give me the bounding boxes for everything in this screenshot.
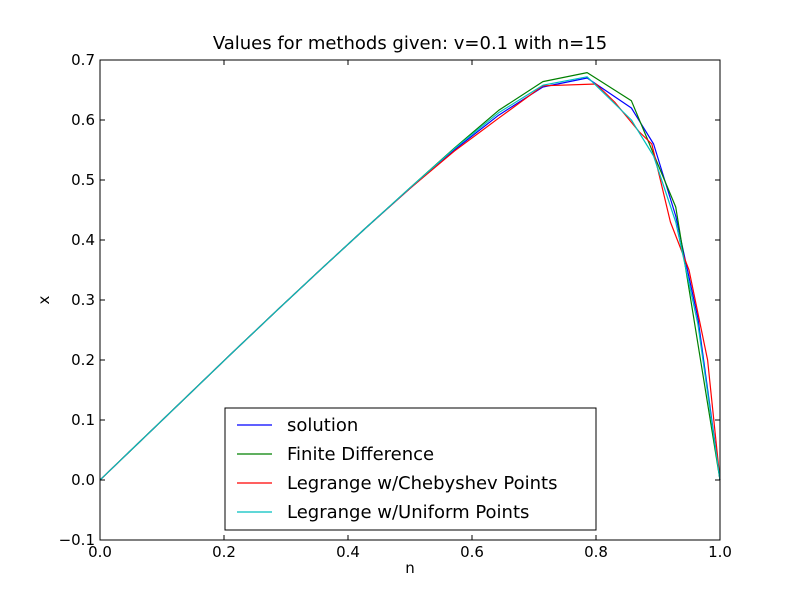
y-tick-label: 0.3 [71, 291, 95, 309]
y-tick-label: 0.5 [71, 171, 95, 189]
y-tick-label: −0.1 [59, 531, 95, 549]
y-tick-label: 0.7 [71, 51, 95, 69]
y-tick-label: 0.0 [71, 471, 95, 489]
x-tick-label: 0.0 [88, 543, 112, 561]
legend-label-1: solution [287, 415, 358, 436]
y-tick-label: 0.2 [71, 351, 95, 369]
legend-label-2: Finite Difference [287, 444, 434, 465]
tick-layer: 0.0 0.2 0.4 0.6 0.8 1.0−0.10.00.10.20.30.40.5… [59, 51, 732, 561]
legend-label-3: Legrange w/Chebyshev Points [287, 473, 558, 494]
legend: solution Finite Difference Legrange w/Cheb… [224, 407, 597, 531]
legend-box [224, 407, 597, 531]
x-tick-label: 0.6 [460, 543, 484, 561]
series-layer [99, 71, 721, 481]
legend-entries: solution Finite Difference Legrange w/Cheb… [237, 415, 558, 523]
x-tick-label: 1.0 [708, 543, 732, 561]
plot-area: 0.0 0.2 0.4 0.6 0.8 1.0−0.10.00.10.20.30.40.5… [59, 51, 732, 561]
legend-label-4: Legrange w/Uniform Points [287, 502, 529, 523]
x-tick-label: 0.2 [212, 543, 236, 561]
chart-title: Values for methods given: v=0.1 with n=1… [213, 33, 607, 54]
y-tick-label: 0.4 [71, 231, 95, 249]
y-tick-label: 0.6 [71, 111, 95, 129]
y-axis-title: x [35, 295, 53, 304]
series-line-4 [99, 76, 721, 481]
x-axis-title: n [405, 559, 415, 577]
y-tick-label: 0.1 [71, 411, 95, 429]
x-tick-label: 0.4 [336, 543, 360, 561]
x-tick-label: 0.8 [584, 543, 608, 561]
